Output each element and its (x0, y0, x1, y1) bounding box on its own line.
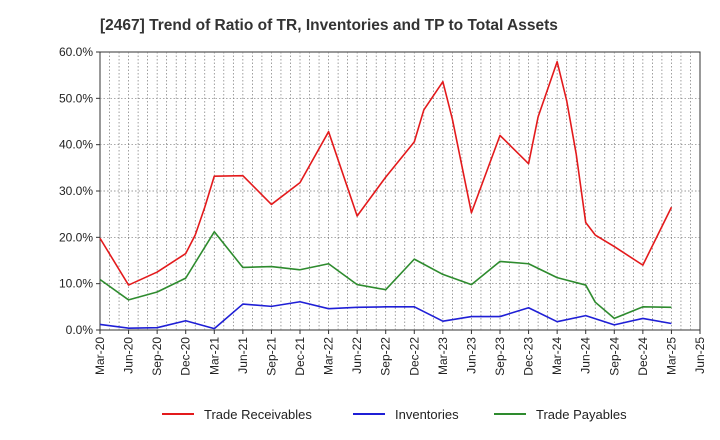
x-axis: Mar-20 Jun-20 Sep-20 Dec-20 Mar-21 Jun-21 Sep-… (93, 330, 707, 376)
x-tick-label: Mar-22 (322, 337, 336, 375)
x-tick-label: Mar-25 (664, 337, 678, 375)
x-tick-label: Jun-21 (236, 337, 250, 374)
x-tick-label: Jun-20 (122, 337, 136, 374)
legend-label-inventories: Inventories (395, 407, 459, 422)
legend: Trade Receivables Inventories Trade Payabl… (162, 407, 627, 422)
y-tick-label: 30.0% (59, 184, 93, 198)
plot-area (99, 51, 701, 331)
chart-title: [2467] Trend of Ratio of TR, Inventories… (100, 17, 558, 34)
y-tick-label: 60.0% (59, 45, 93, 59)
y-tick-label: 10.0% (59, 277, 93, 291)
y-tick-label: 20.0% (59, 230, 93, 244)
x-tick-label: Sep-20 (150, 337, 164, 376)
grid (100, 52, 700, 330)
x-tick-label: Sep-24 (607, 337, 621, 376)
y-axis: 0.0% 10.0% 20.0% 30.0% 40.0% 50.0% 60.0% (59, 45, 100, 337)
x-tick-label: Mar-24 (550, 337, 564, 375)
x-tick-label: Dec-20 (179, 337, 193, 376)
x-tick-label: Dec-22 (407, 337, 421, 376)
x-tick-label: Mar-20 (93, 337, 107, 375)
x-tick-label: Mar-21 (207, 337, 221, 375)
x-tick-label: Sep-22 (379, 337, 393, 376)
x-tick-label: Jun-23 (464, 337, 478, 374)
series-lines (99, 60, 673, 330)
x-tick-label: Mar-23 (436, 337, 450, 375)
x-tick-label: Dec-21 (293, 337, 307, 376)
series-line-trade-payables (99, 230, 672, 320)
legend-label-trade-receivables: Trade Receivables (204, 407, 312, 422)
legend-label-trade-payables: Trade Payables (536, 407, 627, 422)
x-tick-label: Jun-24 (579, 337, 593, 374)
y-tick-label: 40.0% (59, 138, 93, 152)
y-tick-label: 0.0% (66, 323, 94, 337)
y-tick-label: 50.0% (59, 91, 93, 105)
series-line-trade-receivables (99, 60, 673, 286)
x-tick-label: Sep-21 (264, 337, 278, 376)
x-tick-label: Jun-22 (350, 337, 364, 374)
x-tick-label: Jun-25 (693, 337, 707, 374)
series-line-inventories (99, 300, 672, 330)
x-tick-label: Dec-23 (522, 337, 536, 376)
x-tick-label: Sep-23 (493, 337, 507, 376)
x-tick-label: Dec-24 (636, 337, 650, 376)
